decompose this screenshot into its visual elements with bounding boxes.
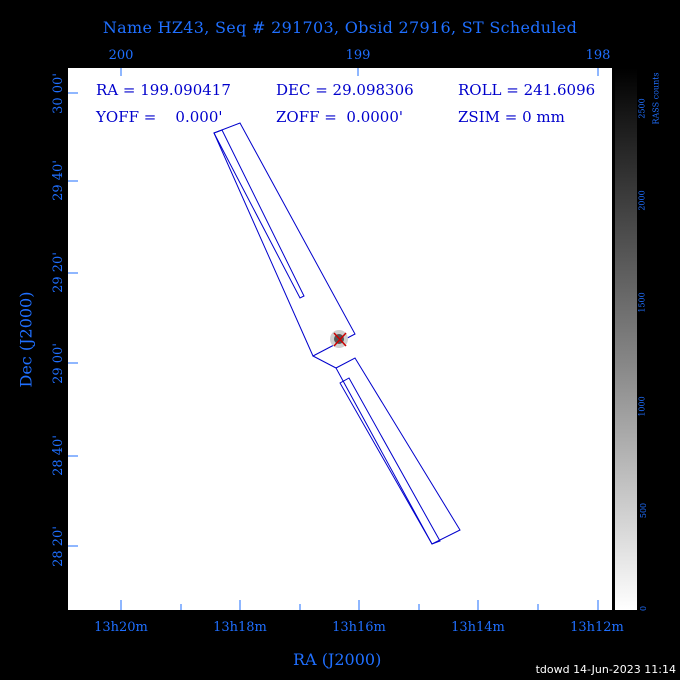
left-tick-30-00: 30 00' (50, 73, 66, 114)
colorbar-tick-500: 500 (639, 502, 649, 519)
plot-area: RA = 199.090417 DEC = 29.098306 ROLL = 2… (68, 68, 612, 610)
info-zoff: ZOFF = 0.0000' (276, 108, 404, 126)
x-axis-label: RA (J2000) (293, 650, 382, 669)
info-ra: RA = 199.090417 (96, 81, 231, 99)
colorbar-tick-2500: 2500 (637, 98, 647, 119)
colorbar (615, 68, 637, 610)
info-yoff: YOFF = 0.000' (96, 108, 223, 126)
detector-upper-outer (213, 122, 356, 357)
bottom-tick-13h12m: 13h12m (570, 620, 624, 635)
colorbar-tick-2000: 2000 (637, 190, 647, 211)
colorbar-tick-1000: 1000 (637, 396, 647, 417)
detector-overlay (68, 68, 599, 610)
bottom-tick-13h14m: 13h14m (451, 620, 505, 635)
footer-timestamp: tdowd 14-Jun-2023 11:14 (535, 663, 676, 676)
bottom-tick-13h16m: 13h16m (332, 620, 386, 635)
info-dec: DEC = 29.098306 (276, 81, 414, 99)
axis-ticks (68, 68, 599, 610)
top-tick-200: 200 (108, 48, 134, 63)
info-zsim: ZSIM = 0 mm (458, 108, 565, 126)
top-tick-198: 198 (585, 48, 611, 63)
y-axis-label: Dec (J2000) (16, 291, 36, 388)
top-tick-199: 199 (345, 48, 371, 63)
colorbar-tick-1500: 1500 (637, 292, 647, 313)
colorbar-tick-0: 0 (639, 605, 649, 612)
detector-lower-outer (335, 357, 461, 545)
left-tick-28-20: 28 20' (50, 526, 66, 567)
info-roll: ROLL = 241.6096 (458, 81, 596, 99)
detector-gap-line (312, 355, 337, 369)
detector-lower-inner (339, 377, 441, 545)
target-marker-2 (333, 332, 347, 347)
left-tick-29-40: 29 40' (50, 160, 66, 201)
colorbar-label: RASS counts (651, 72, 661, 125)
bottom-tick-13h20m: 13h20m (94, 620, 148, 635)
plot-title: Name HZ43, Seq # 291703, Obsid 27916, ST… (102, 18, 578, 37)
left-tick-29-00: 29 00' (50, 343, 66, 384)
detector-upper-inner (213, 129, 305, 299)
left-tick-28-40: 28 40' (50, 435, 66, 476)
bottom-tick-13h18m: 13h18m (213, 620, 267, 635)
left-tick-29-20: 29 20' (50, 252, 66, 293)
